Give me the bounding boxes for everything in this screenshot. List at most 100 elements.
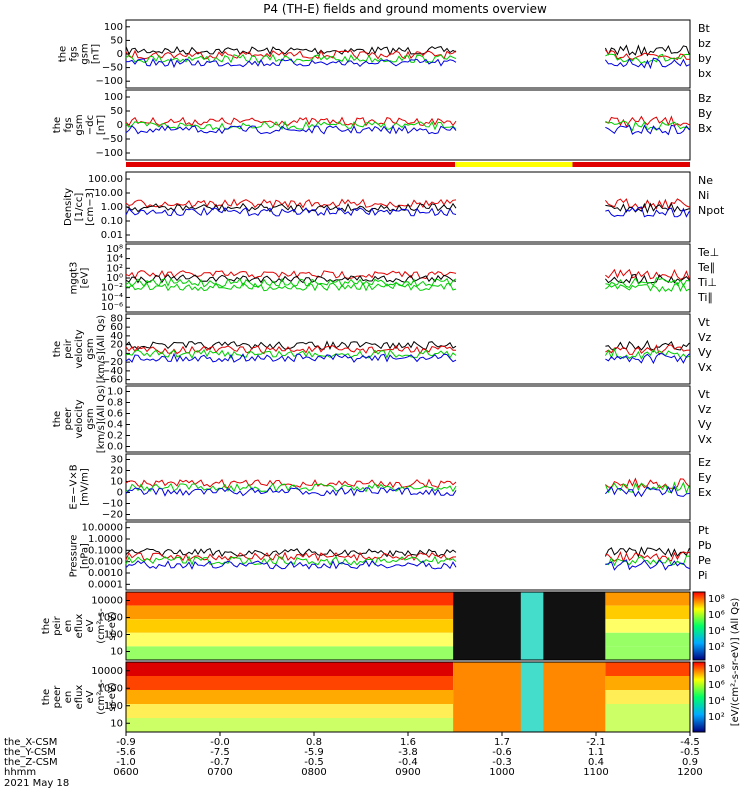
y-tick-label: 1000 [98,613,123,624]
series-line [125,198,690,210]
y-tick-label: 20 [110,340,123,351]
series-line [125,344,690,356]
spectrogram-band [126,592,454,606]
y-tick-label: 0.2 [107,431,123,442]
colorbar-tick: 10² [708,712,725,723]
legend-pb: Pb [698,539,712,552]
legend-vt: Vt [698,316,711,329]
panel-frame [125,385,691,453]
y-tick-label: 10⁻⁶ [101,302,123,313]
x-tick-label: -3.8 [398,747,418,758]
y-tick-label: 20 [110,466,123,477]
series-line [125,206,690,218]
spectrogram-band [126,619,454,633]
x-tick-label: 0600 [113,767,138,778]
plot-title: P4 (TH-E) fields and ground moments over… [263,2,547,16]
x-row-label: the_Z-CSM [4,757,58,768]
x-tick-label: -0.0 [210,737,230,748]
series-line [125,281,690,293]
colorbar-tick: 10² [708,642,725,653]
panel-frame [125,453,691,521]
spectrogram-band [126,646,454,660]
legend-vy: Vy [698,346,712,359]
x-tick-label: 1.1 [588,747,604,758]
series-line [125,202,690,214]
y-tick-label: 10 [110,477,123,488]
x-tick-label: 0.8 [306,737,322,748]
legend-te∥: Te∥ [697,261,715,274]
panel-peir_vel: 806040200−20−40−60thepeirvelocitygsm[km/… [52,313,713,385]
x-tick-label: 0.9 [682,757,698,768]
y-tick-label: 0.8 [107,398,123,409]
x-tick-label: -0.4 [398,757,418,768]
y-tick-label: −100 [96,76,123,87]
panel-density: 100.00 10.00 1.00 0.10 0.01 Density[1/cc][cm−… [63,171,725,243]
y-tick-label: 1000 [98,683,123,694]
y-tick-label: 10 [110,718,123,729]
panel-ylabel: thepeervelocitygsm[km/s](All Qs) [52,385,107,453]
y-tick-label: −100 [96,148,123,159]
panel-ylabel: thepeirvelocitygsm[km/s](All Qs) [52,315,107,383]
spectrogram-band [126,690,454,704]
y-tick-label: 10000 [91,596,123,607]
y-tick-label: 0 [117,120,123,131]
y-tick-label: 10.00 [94,188,123,199]
y-tick-label: 0.0010 [88,568,123,579]
panel-ylabel: Pressure[nPa] [69,535,91,578]
spectrogram-band [605,704,690,718]
series-line [125,277,690,288]
x-row-label: the_X-CSM [4,737,57,748]
x-tick-label: -0.5 [304,757,324,768]
spectrogram-band [605,632,690,647]
colorbar [692,591,706,661]
spectrogram-column [520,592,544,660]
x-tick-label: -0.3 [492,757,512,768]
colorbar-tick: 10⁶ [708,610,725,621]
colorbar-tick: 10⁴ [708,696,725,707]
series-line [125,352,690,365]
x-tick-label: -5.6 [116,747,136,758]
series-line [125,57,690,70]
series-line [125,120,690,132]
y-tick-label: 10⁸ [106,244,123,255]
panel-ylabel: E=−V×B[mV/m] [69,464,91,509]
panel-ylabel: thefgsgsm[nT] [58,43,102,64]
x-tick-label: 0.4 [588,757,604,768]
colorbar-tick: 10⁸ [708,594,725,605]
x-tick-label: 0800 [301,767,326,778]
panel-fgs_gsm_dc: 100 50 0 −50 −100 thefgsgsm−dc[nT] Bz By Bx [52,89,713,161]
y-tick-label: 0.10 [101,216,123,227]
y-tick-label: 0.1000 [88,545,123,556]
legend-npot: Npot [698,204,725,217]
x-tick-label: 1.6 [400,737,416,748]
x-tick-label: -0.9 [116,737,136,748]
y-tick-label: 10.0000 [82,523,123,534]
legend-vz: Vz [698,403,712,416]
panel-frame [125,521,691,591]
spectrogram-band [605,605,690,620]
x-tick-label: -2.1 [586,737,606,748]
legend-ez: Ez [698,456,711,469]
series-line [125,546,690,558]
y-tick-label: 100 [104,22,123,33]
series-line [125,49,690,61]
colorbar-tick: 10⁴ [708,626,725,637]
y-tick-label: 10⁻² [101,283,123,294]
y-tick-label: 60 [110,322,123,333]
y-tick-label: 10000 [91,666,123,677]
y-tick-label: 0.01 [101,230,123,241]
x-tick-label: 1100 [583,767,608,778]
legend-vx: Vx [698,361,713,374]
spectrogram-band [126,718,454,732]
y-tick-label: −50 [102,134,123,145]
x-tick-label: 0700 [207,767,232,778]
x-tick-label: 1200 [677,767,702,778]
y-tick-label: 30 [110,455,123,466]
panels-group: 100500−50−100thefgsgsm[nT]Btbzbybx100500… [41,19,725,733]
spectrogram-colorbars: 10⁸ 10⁶ 10⁴ 10² 10⁸ 10⁶ 10⁴ 10² [eV/(cm²-s-sr-eV… [692,591,741,733]
legend-vt: Vt [698,388,711,401]
y-tick-label: 0 [117,488,123,499]
panel-ylabel: mgqt3[eV] [69,262,91,295]
legend-pt: Pt [698,524,710,537]
